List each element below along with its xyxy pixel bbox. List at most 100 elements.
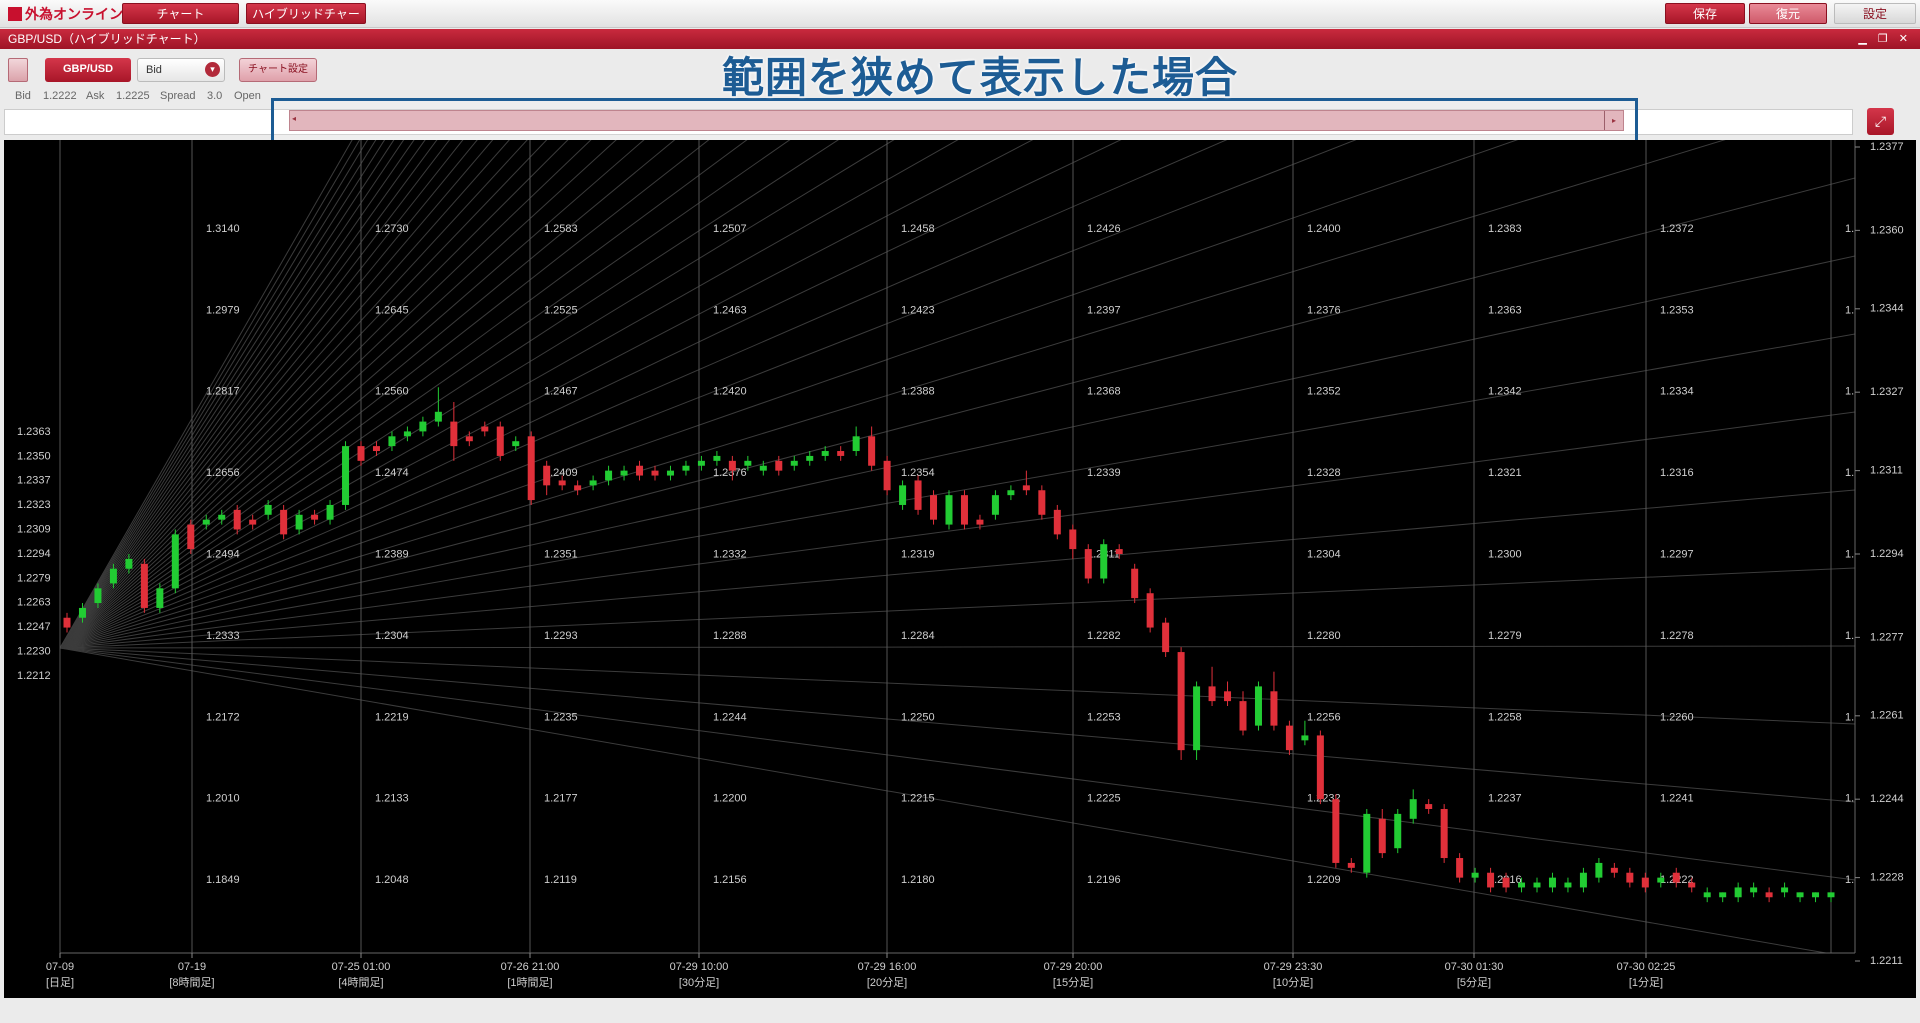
- candle-body: [1409, 799, 1417, 819]
- candle-body: [125, 558, 133, 569]
- symbol-button[interactable]: GBP/USD: [45, 58, 131, 82]
- section-price-label: 1.2332: [713, 549, 747, 561]
- settings-button[interactable]: 設定: [1834, 3, 1916, 24]
- left-label: 1.2247: [17, 621, 51, 633]
- y-tick-label: 1.2377: [1870, 141, 1904, 153]
- restore-button[interactable]: 復元: [1749, 3, 1827, 24]
- candle-body: [326, 504, 334, 520]
- section-price-label: 1.2979: [206, 304, 240, 316]
- candle-body: [1781, 887, 1789, 893]
- section-price-label: 1.2172: [206, 711, 240, 723]
- logo[interactable]: 外為オンライン: [8, 4, 123, 24]
- candle-body: [589, 480, 597, 486]
- candle-body: [914, 480, 922, 510]
- candle-body: [1672, 872, 1680, 883]
- candle-body: [280, 509, 288, 535]
- candle-body: [1301, 735, 1309, 741]
- section-price-label: 1.2300: [1488, 549, 1522, 561]
- chart-button[interactable]: チャート: [122, 3, 239, 24]
- left-label: 1.2309: [17, 524, 51, 536]
- section-price-label: 1.2209: [1307, 874, 1341, 886]
- save-button[interactable]: 保存: [1665, 3, 1745, 24]
- x-date-label: 07-30 01:30: [1445, 961, 1504, 973]
- candle-body: [1378, 818, 1386, 854]
- bid-label: Bid: [15, 90, 31, 102]
- section-price-label: 1.2352: [1307, 386, 1341, 398]
- section-price-label: 1.2278: [1660, 630, 1694, 642]
- y-tick-label: 1.2244: [1870, 793, 1904, 805]
- y-tick-label: 1.2344: [1870, 303, 1904, 315]
- section-price-label: 1.2328: [1307, 467, 1341, 479]
- open-label: Open: [234, 90, 261, 102]
- candle-body: [171, 534, 179, 589]
- candle-body: [109, 568, 117, 584]
- x-interval-label: [4時間足]: [338, 976, 383, 989]
- range-selector[interactable]: ◂ ▸: [289, 110, 1624, 131]
- section-price-label: 1.2256: [1307, 711, 1341, 723]
- candle-body: [1177, 652, 1185, 751]
- candle-body: [295, 514, 303, 530]
- fan-line: [60, 140, 1228, 649]
- x-date-label: 07-09: [46, 961, 74, 973]
- candle-body: [1703, 892, 1711, 898]
- candle-body: [1100, 544, 1108, 579]
- window-controls[interactable]: ▁ ❐ ✕: [1858, 33, 1912, 45]
- candle-body: [156, 588, 164, 608]
- candle-body: [1827, 892, 1835, 898]
- candle-body: [1595, 862, 1603, 878]
- candle-body: [1239, 701, 1247, 731]
- hybrid-chart-button[interactable]: ハイブリッドチャート: [246, 3, 366, 42]
- candle-body: [605, 470, 613, 481]
- section-price-label: 1.2383: [1488, 223, 1522, 235]
- candle-body: [1053, 509, 1061, 535]
- candle-body: [388, 436, 396, 447]
- x-date-label: 07-29 23:30: [1264, 961, 1323, 973]
- candle-body: [1719, 892, 1727, 898]
- section-price-label: 1.2458: [901, 223, 935, 235]
- candle-body: [465, 436, 473, 442]
- x-date-label: 07-26 21:00: [501, 961, 560, 973]
- candle-body: [1548, 877, 1556, 888]
- candle-body: [620, 470, 628, 476]
- candle-body: [434, 411, 442, 422]
- chart: 1.2377 1.2360 1.2344 1.2327 1.2311 1.2294 1.22…: [4, 140, 1916, 998]
- candle-body: [419, 421, 427, 432]
- section-price-label: 1.2297: [1660, 549, 1694, 561]
- section-price-label: 1.2282: [1087, 630, 1121, 642]
- expand-button[interactable]: ⤢: [1867, 108, 1894, 135]
- section-price-label: 1.2048: [375, 874, 409, 886]
- fan-line: [60, 140, 645, 649]
- fan-lines: [60, 140, 1855, 953]
- spread-label: Spread: [160, 90, 196, 102]
- candle-body: [1765, 892, 1773, 898]
- candle-body: [140, 563, 148, 608]
- highlight-box: [271, 98, 1638, 146]
- chart-settings-button[interactable]: チャート設定: [239, 58, 317, 82]
- section-price-label: 1.2560: [375, 386, 409, 398]
- section-price-label: 1.2372: [1660, 223, 1694, 235]
- y-tick-label: 1.2360: [1870, 224, 1904, 236]
- price-type-select[interactable]: Bid ▾: [137, 58, 225, 82]
- section-price-label: 1.2525: [544, 304, 578, 316]
- fan-line: [60, 140, 1034, 649]
- left-label: 1.2294: [17, 548, 51, 560]
- candle-body: [899, 485, 907, 505]
- fan-line: [60, 140, 1519, 649]
- candle-body: [1316, 735, 1324, 800]
- section-price-label: 1.: [1845, 223, 1854, 235]
- layout-icon[interactable]: [8, 58, 28, 82]
- candle-body: [1471, 872, 1479, 878]
- section-price-label: 1.2319: [901, 549, 935, 561]
- fan-line: [60, 140, 676, 649]
- candle-body: [636, 465, 644, 476]
- fan-line: [60, 140, 1726, 649]
- candle-body: [1734, 887, 1742, 898]
- section-price-label: 1.2397: [1087, 304, 1121, 316]
- candle-body: [342, 446, 350, 505]
- fan-line: [60, 140, 395, 649]
- x-interval-label: [5分足]: [1457, 976, 1491, 989]
- fan-line: [60, 489, 1855, 649]
- candle-body: [1022, 485, 1030, 491]
